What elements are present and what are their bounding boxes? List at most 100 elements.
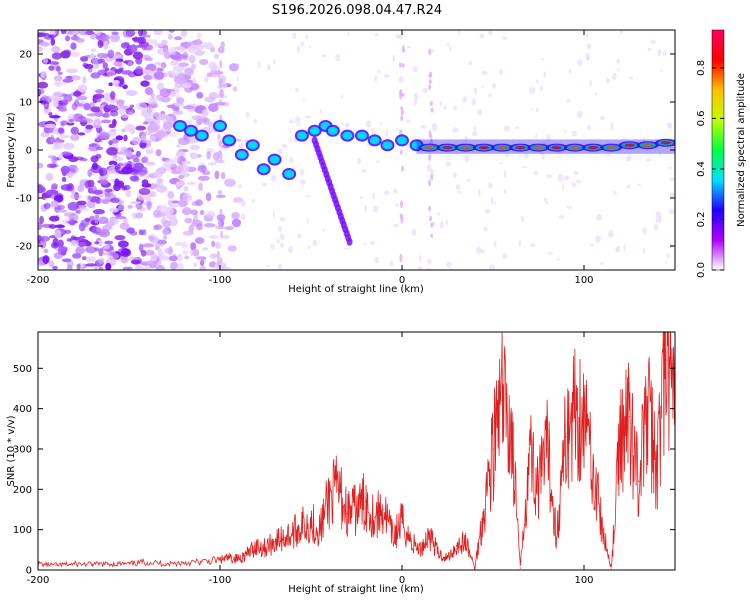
noise-blob bbox=[94, 214, 100, 219]
colorbar-tick-label: 0.6 bbox=[696, 110, 707, 126]
noise-blob bbox=[158, 210, 169, 219]
noise-blob bbox=[99, 178, 109, 185]
noise-blob bbox=[79, 235, 86, 239]
noise-blob bbox=[69, 193, 82, 200]
noise-blob bbox=[195, 256, 207, 260]
noise-blob bbox=[446, 43, 450, 47]
noise-blob bbox=[296, 123, 301, 126]
noise-blob bbox=[668, 166, 672, 169]
y-tick-label: 400 bbox=[13, 404, 32, 415]
noise-blob bbox=[306, 218, 309, 224]
noise-blob bbox=[192, 248, 200, 257]
ridge-core bbox=[515, 146, 526, 150]
x-tick-label: 100 bbox=[574, 575, 593, 586]
noise-blob bbox=[220, 82, 228, 89]
noise-blob bbox=[76, 200, 87, 206]
noise-blob bbox=[481, 70, 488, 76]
noise-blob bbox=[38, 260, 45, 267]
noise-blob bbox=[106, 147, 118, 156]
noise-blob bbox=[305, 34, 309, 40]
noise-blob bbox=[38, 88, 45, 95]
noise-blob bbox=[90, 155, 99, 163]
noise-blob bbox=[477, 109, 483, 116]
noise-blob bbox=[120, 42, 130, 49]
noise-blob bbox=[48, 61, 60, 65]
noise-blob bbox=[224, 226, 234, 231]
snr-point bbox=[310, 520, 312, 523]
noise-blob bbox=[492, 82, 496, 89]
ridge-core bbox=[551, 146, 562, 150]
noise-blob bbox=[51, 52, 63, 60]
snr-point bbox=[246, 553, 248, 555]
noise-blob bbox=[406, 119, 411, 123]
noise-blob bbox=[514, 126, 520, 130]
noise-blob bbox=[82, 76, 87, 84]
noise-blob bbox=[257, 61, 261, 69]
noise-blob bbox=[392, 223, 399, 228]
noise-blob bbox=[114, 235, 126, 241]
snr-point bbox=[392, 537, 394, 539]
noise-blob bbox=[211, 240, 216, 248]
noise-blob bbox=[599, 262, 604, 266]
noise-blob bbox=[231, 218, 242, 228]
noise-blob bbox=[617, 67, 620, 72]
noise-blob bbox=[231, 212, 240, 220]
noise-blob bbox=[117, 170, 129, 175]
noise-blob bbox=[145, 148, 154, 155]
noise-blob bbox=[456, 190, 462, 193]
snr-point bbox=[556, 537, 558, 539]
noise-blob bbox=[70, 236, 81, 240]
noise-blob bbox=[38, 235, 51, 242]
noise-blob bbox=[187, 45, 196, 54]
noise-blob bbox=[540, 57, 545, 60]
noise-blob bbox=[125, 89, 138, 97]
ridge-mid bbox=[224, 136, 235, 145]
noise-blob bbox=[365, 120, 372, 128]
snr-xlabel: Height of straight line (km) bbox=[288, 584, 424, 595]
noise-blob bbox=[655, 216, 662, 224]
snr-point bbox=[301, 525, 303, 527]
noise-blob bbox=[520, 215, 525, 222]
noise-blob bbox=[96, 52, 109, 59]
noise-blob bbox=[140, 80, 150, 87]
noise-blob bbox=[546, 174, 553, 179]
noise-blob bbox=[270, 243, 275, 250]
noise-blob bbox=[61, 176, 67, 182]
noise-blob bbox=[452, 127, 459, 133]
noise-blob bbox=[245, 111, 250, 118]
noise-blob bbox=[650, 39, 657, 45]
noise-blob bbox=[503, 125, 510, 132]
noise-blob bbox=[128, 111, 134, 115]
noise-blob bbox=[60, 120, 69, 126]
noise-blob bbox=[340, 95, 344, 98]
noise-blob bbox=[109, 207, 120, 213]
noise-blob bbox=[193, 262, 198, 267]
streak-blob bbox=[428, 179, 432, 187]
noise-blob bbox=[51, 45, 61, 53]
y-tick-label: 200 bbox=[13, 485, 32, 496]
ridge-mid bbox=[196, 131, 207, 140]
noise-blob bbox=[498, 69, 504, 75]
noise-blob bbox=[300, 41, 305, 47]
noise-blob bbox=[135, 102, 148, 111]
y-tick-label: 0 bbox=[26, 146, 32, 157]
noise-blob bbox=[309, 45, 312, 49]
noise-blob bbox=[445, 161, 452, 167]
streak-blob bbox=[219, 140, 223, 147]
noise-blob bbox=[541, 153, 546, 160]
noise-blob bbox=[237, 75, 240, 83]
trail-blob bbox=[346, 237, 353, 246]
noise-blob bbox=[669, 177, 675, 182]
noise-blob bbox=[87, 187, 94, 194]
noise-blob bbox=[503, 189, 507, 194]
snr-point bbox=[437, 553, 439, 555]
noise-blob bbox=[171, 70, 176, 78]
noise-blob bbox=[162, 220, 171, 228]
noise-blob bbox=[426, 267, 432, 270]
spectrogram-xlabel: Height of straight line (km) bbox=[288, 284, 424, 295]
snr-point bbox=[365, 500, 367, 503]
noise-blob bbox=[457, 30, 460, 35]
noise-blob bbox=[223, 266, 232, 270]
noise-blob bbox=[130, 259, 141, 265]
noise-blob bbox=[94, 247, 100, 252]
